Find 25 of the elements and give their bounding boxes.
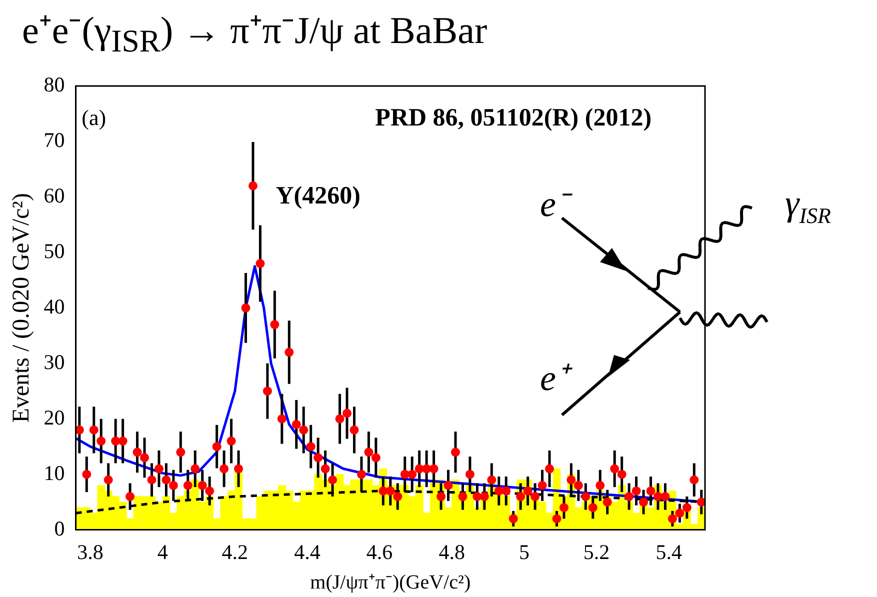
text: γ$_{ISR}$ xyxy=(785,182,831,230)
y-tick-label: 60 xyxy=(44,183,65,208)
x-tick-label: 4.8 xyxy=(438,540,465,564)
x-tick-label: 5.4 xyxy=(656,540,682,564)
y-tick-label: 80 xyxy=(44,72,65,97)
y-tick-label: 50 xyxy=(44,238,65,263)
annotation: (a) xyxy=(82,105,106,130)
y-tick-label: 20 xyxy=(44,405,65,430)
x-tick-label: 4.4 xyxy=(294,540,321,564)
y-axis-title: Events / (0.020 GeV/c²) xyxy=(8,192,35,423)
annotation: Y(4260) xyxy=(276,182,360,210)
y-tick-label: 40 xyxy=(44,294,65,318)
y-tick-label: 0 xyxy=(54,516,65,540)
y-tick-label: 10 xyxy=(44,460,65,485)
y-tick-label: 30 xyxy=(44,350,65,374)
x-tick-label: 4.2 xyxy=(222,540,248,564)
x-tick-label: 5.2 xyxy=(583,540,610,564)
chart-title: e⁺e⁻(γ$_{ISR}$) → π⁺π⁻J/ψ at BaBar xyxy=(22,9,488,60)
x-tick-label: 3.8 xyxy=(77,540,104,564)
y-tick-label: 70 xyxy=(44,128,65,152)
x-tick-label: 4 xyxy=(157,540,168,564)
x-tick-label: 5 xyxy=(518,540,530,564)
x-tick-label: 4.6 xyxy=(366,540,393,564)
annotation: PRD 86, 051102(R) (2012) xyxy=(375,104,652,132)
x-axis-title: m(J/ψπ⁺π⁻)(GeV/c²) xyxy=(310,571,471,594)
